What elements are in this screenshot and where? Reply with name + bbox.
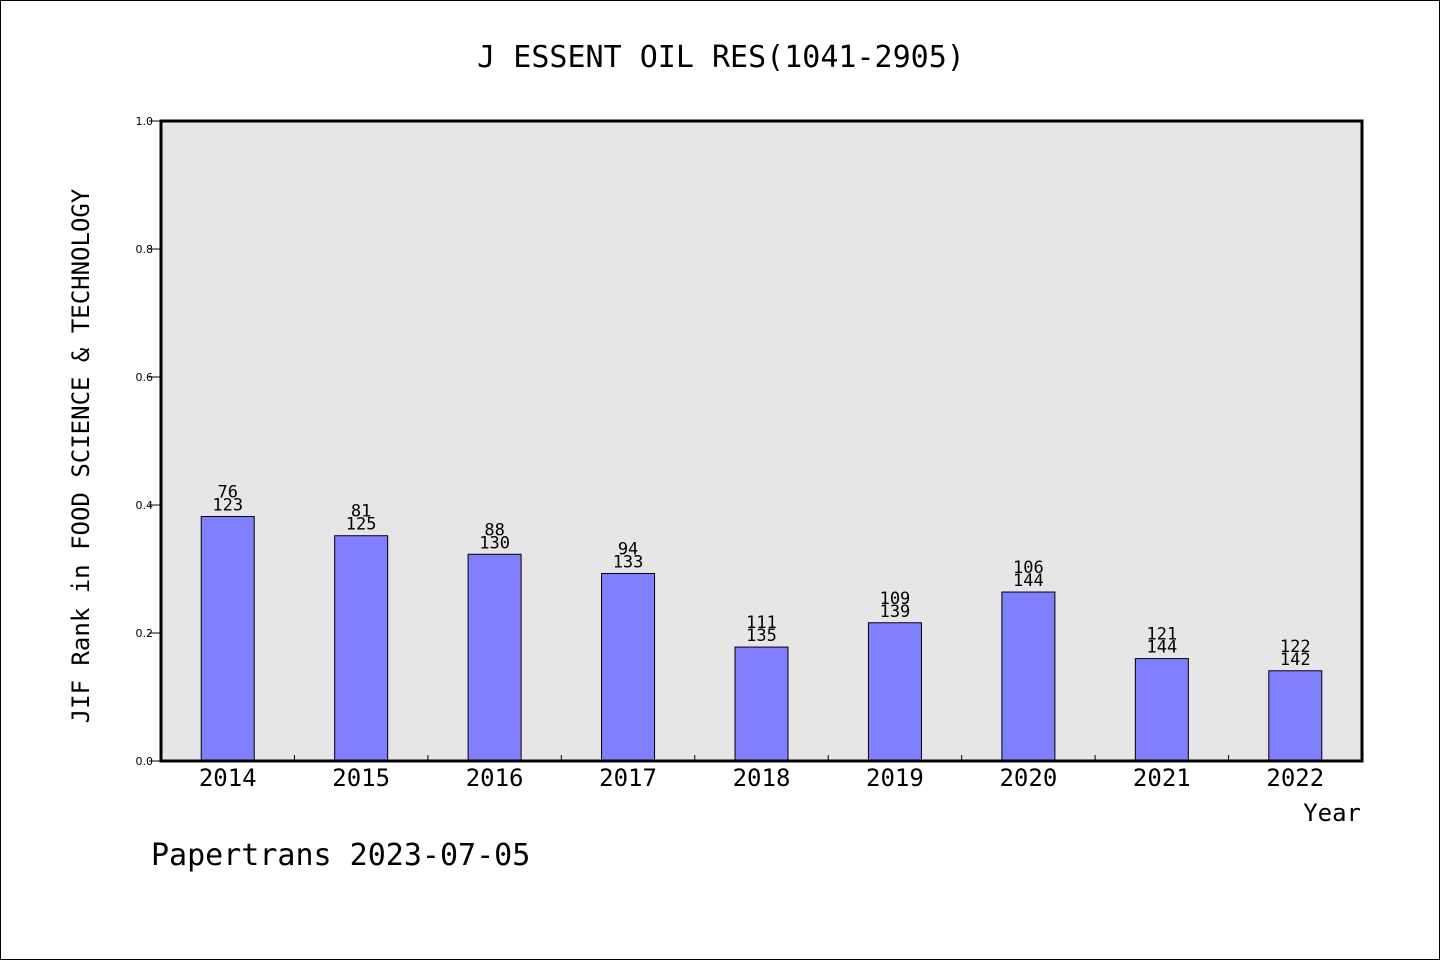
bar-2020 [1001,591,1056,762]
bar-total-label: 144 [1146,638,1177,658]
bar-2021 [1134,658,1189,762]
bar-rank-label: 106 [1013,558,1044,578]
bar-total-label: 125 [346,515,377,535]
x-tick-label: 2016 [466,764,524,792]
bar-2018 [734,646,789,762]
x-tick-label: 2014 [199,764,257,792]
y-axis: 0.0 0.2 0.4 0.6 0.8 1.0 [136,115,161,768]
bar-rank-label: 94 [618,539,638,559]
x-tick-label: 2021 [1133,764,1191,792]
y-tick-label: 0.8 [136,243,154,256]
bar-rank-label: 111 [746,613,777,633]
x-tick-label: 2022 [1266,764,1324,792]
bar-rank-label: 81 [351,502,371,522]
x-tick-label: 2015 [332,764,390,792]
y-tick-label: 0.0 [136,755,154,768]
y-tick-label: 0.4 [136,499,154,512]
footer-credit: Papertrans 2023-07-05 [151,838,530,873]
x-axis-label: Year [1303,799,1361,827]
x-tick-label: 2020 [999,764,1057,792]
y-tick-label: 1.0 [136,115,154,128]
x-tick-label: 2019 [866,764,924,792]
bar-2015 [334,535,389,762]
bar-total-label: 139 [880,602,911,622]
x-tick-label: 2017 [599,764,657,792]
bar-2019 [867,622,922,762]
x-tick-label: 2018 [733,764,791,792]
bar-2014 [200,516,255,762]
chart-title: J ESSENT OIL RES(1041-2905) [477,40,965,75]
bar-rank-label: 121 [1146,625,1177,645]
y-tick-label: 0.6 [136,371,154,384]
bar-total-label: 130 [479,533,510,553]
plot-border [159,119,1364,763]
bar-series [200,516,1323,762]
bar-total-label: 123 [212,496,243,516]
bar-rank-label: 88 [484,520,504,540]
bar-2022 [1268,670,1323,762]
bar-total-label: 144 [1013,571,1044,591]
bar-2016 [467,553,522,762]
bar-2017 [601,572,656,762]
bar-rank-label: 109 [880,589,911,609]
y-axis-label: JIF Rank in FOOD SCIENCE & TECHNOLOGY [67,188,95,723]
bar-total-label: 135 [746,626,777,646]
bar-rank-label: 122 [1280,637,1311,657]
bar-rank-label: 76 [217,483,237,503]
bar-total-label: 133 [613,552,644,572]
x-axis: 2014 2015 2016 2017 2018 2019 2020 2021 2022 [199,755,1324,792]
bar-total-label: 142 [1280,650,1311,670]
y-tick-label: 0.2 [136,627,154,640]
